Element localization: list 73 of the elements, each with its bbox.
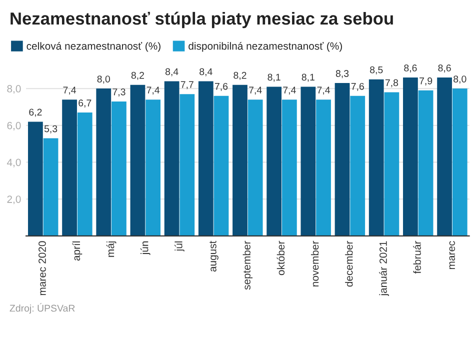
bar bbox=[452, 88, 468, 236]
data-label: 7,4 bbox=[146, 86, 160, 95]
data-label: 5,3 bbox=[44, 125, 58, 134]
bar bbox=[198, 81, 214, 236]
data-label: 7,8 bbox=[385, 79, 398, 88]
x-tick-label: marec bbox=[449, 241, 456, 270]
y-tick-label: 8,0 bbox=[7, 85, 21, 94]
bar bbox=[403, 78, 418, 236]
data-label: 7,7 bbox=[180, 81, 194, 90]
bar bbox=[112, 101, 126, 236]
bar bbox=[316, 100, 331, 236]
x-tick-label: marec 2020 bbox=[38, 241, 46, 296]
data-label: 7,9 bbox=[420, 77, 432, 86]
bar bbox=[282, 100, 297, 236]
x-tick-label: január 2021 bbox=[379, 241, 389, 296]
x-tick-label: apríl bbox=[72, 241, 82, 261]
x-tick-label: máj bbox=[106, 241, 116, 257]
data-label: 7,4 bbox=[249, 86, 262, 95]
bar bbox=[248, 100, 263, 236]
bar bbox=[77, 112, 92, 236]
bar bbox=[232, 84, 248, 236]
bar bbox=[300, 86, 316, 236]
bar bbox=[368, 79, 384, 236]
legend-label: celková nezamestnanosť (%) bbox=[26, 42, 160, 52]
x-tick-label: december bbox=[345, 240, 353, 287]
bar bbox=[62, 100, 77, 236]
bar bbox=[130, 84, 146, 236]
y-tick-label: 2,0 bbox=[7, 196, 21, 204]
bar bbox=[180, 94, 195, 236]
bar bbox=[437, 78, 452, 236]
data-label: 8,1 bbox=[302, 74, 314, 82]
x-tick-label: september bbox=[242, 240, 253, 290]
bar bbox=[43, 138, 58, 236]
legend-label: disponibilná nezamestnanosť (%) bbox=[188, 42, 342, 52]
data-label: 8,2 bbox=[234, 72, 246, 80]
data-label: 7,6 bbox=[351, 82, 364, 91]
x-tick-label: november bbox=[310, 240, 319, 286]
data-label: 8,3 bbox=[336, 70, 349, 78]
data-label: 8,1 bbox=[268, 74, 280, 82]
bar bbox=[266, 86, 282, 236]
data-label: 8,0 bbox=[454, 76, 466, 84]
text: Zdroj: ÚPSVaR bbox=[10, 303, 75, 314]
data-label: 8,5 bbox=[370, 66, 383, 74]
bar bbox=[214, 96, 229, 236]
bar bbox=[334, 83, 350, 236]
y-tick-label: 6,0 bbox=[7, 122, 21, 131]
data-label: 8,6 bbox=[438, 64, 451, 73]
bar bbox=[146, 100, 160, 236]
data-label: 6,7 bbox=[78, 100, 92, 108]
data-label: 8,4 bbox=[165, 68, 178, 76]
bar bbox=[164, 81, 180, 236]
x-tick-label: október bbox=[276, 240, 285, 276]
bar bbox=[350, 96, 366, 236]
data-label: 8,2 bbox=[131, 72, 144, 80]
data-label: 8,6 bbox=[404, 64, 417, 73]
data-label: 8,4 bbox=[200, 68, 212, 76]
x-tick-label: február bbox=[413, 240, 421, 274]
bar bbox=[418, 90, 434, 236]
x-tick-label: august bbox=[210, 240, 218, 272]
x-tick-label: júl bbox=[174, 241, 184, 252]
chart-title: Nezamestnanosť stúpla piaty mesiac za sebou bbox=[10, 12, 393, 28]
data-label: 6,2 bbox=[29, 108, 42, 117]
data-label: 7,6 bbox=[214, 82, 228, 91]
bar bbox=[384, 92, 400, 236]
x-tick-label: jún bbox=[140, 241, 150, 255]
data-label: 8,0 bbox=[97, 76, 110, 84]
data-label: 7,4 bbox=[317, 86, 330, 95]
data-label: 7,4 bbox=[63, 86, 76, 95]
data-label: 7,3 bbox=[112, 88, 126, 97]
data-label: 7,4 bbox=[283, 86, 296, 95]
bar bbox=[28, 122, 43, 236]
bar bbox=[96, 88, 112, 236]
y-tick-label: 4,0 bbox=[6, 158, 21, 168]
